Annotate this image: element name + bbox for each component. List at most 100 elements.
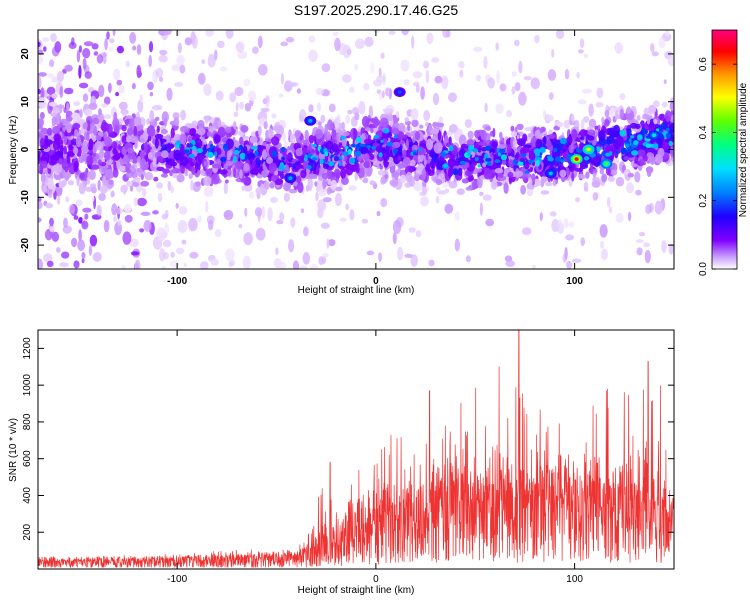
- snr-series: [38, 330, 674, 568]
- spectrogram-cell: [528, 159, 535, 164]
- spectrogram-cell: [312, 173, 318, 180]
- spectrogram-cell: [84, 108, 93, 117]
- spectrogram-cell: [144, 172, 154, 181]
- spectrogram-cell: [255, 227, 266, 241]
- spectrogram-cell: [269, 181, 275, 189]
- spectrogram-cell: [314, 181, 318, 187]
- spectrogram-cell: [342, 74, 352, 83]
- spectrogram-cell: [148, 54, 152, 68]
- spectrogram-cell: [548, 92, 554, 101]
- colorbar-tick-label: 0.2: [698, 193, 709, 207]
- spectrogram-cell: [223, 147, 227, 151]
- spectrogram-cell: [128, 118, 135, 130]
- spectrogram-cell: [391, 171, 400, 178]
- spectrogram-cell: [358, 101, 366, 115]
- spectrogram-cell: [526, 188, 534, 197]
- spectrogram-cell: [81, 146, 90, 152]
- spectrogram-ytick-label: 0: [20, 146, 31, 152]
- spectrogram-cell: [73, 215, 79, 220]
- spectrogram-cell: [154, 137, 159, 149]
- spectrogram-cell: [583, 53, 589, 59]
- colorbar-tick-label: 0.0: [698, 262, 709, 276]
- spectrogram-cell: [391, 127, 400, 135]
- spectrogram-cell: [130, 251, 140, 256]
- spectrogram-cell: [505, 260, 515, 267]
- spectrogram-cell: [249, 191, 255, 199]
- spectrogram-cell: [126, 180, 133, 187]
- spectrogram-cell: [38, 75, 42, 90]
- spectrogram-cell: [130, 165, 136, 172]
- spectrogram-cell: [479, 191, 484, 196]
- spectrogram-cell: [539, 212, 543, 222]
- spectrogram-cell: [311, 157, 318, 161]
- spectrogram-cell: [244, 154, 249, 160]
- spectrogram-cell: [300, 169, 307, 179]
- spectrogram-cell: [112, 30, 116, 37]
- spectrogram-cell: [444, 203, 454, 214]
- spectrogram-cell: [399, 174, 407, 184]
- spectrogram-cell: [432, 135, 436, 142]
- spectrogram-cell: [479, 202, 483, 216]
- spectrogram-cell: [532, 264, 536, 269]
- spectrogram-cell: [283, 192, 290, 202]
- spectrogram-cell: [392, 220, 402, 234]
- spectrogram-cell: [587, 135, 595, 141]
- spectrogram-cell: [382, 108, 392, 113]
- spectrogram-cell: [278, 93, 284, 98]
- spectrogram-cell: [545, 182, 553, 187]
- spectrogram-cell: [121, 264, 126, 269]
- spectrogram-cell: [483, 168, 493, 180]
- spectrogram-cell: [644, 147, 649, 153]
- spectrogram-cell: [378, 152, 383, 158]
- spectrogram-cell: [189, 143, 193, 148]
- spectrogram-cell: [669, 100, 674, 112]
- spectrogram-cell: [173, 149, 182, 161]
- spectrogram-cell: [103, 219, 110, 233]
- spectrogram-cell: [159, 49, 168, 56]
- spectrogram-cell: [97, 179, 101, 191]
- spectrogram-cell: [290, 217, 296, 228]
- spectrogram-cell: [96, 54, 104, 64]
- spectrogram-cell: [49, 59, 55, 68]
- spectrogram-cell: [99, 149, 105, 159]
- spectrogram-cell: [370, 62, 375, 74]
- spectrogram-cell: [510, 125, 515, 132]
- spectrogram-cell: [139, 138, 145, 143]
- spectrogram-cell: [161, 150, 169, 159]
- spectrogram-cell: [42, 184, 48, 193]
- spectrogram-cell: [119, 165, 128, 172]
- spectrogram-cell: [38, 99, 47, 109]
- spectrogram-cell: [420, 86, 425, 100]
- spectrogram-cell: [582, 88, 592, 94]
- spectrogram-cell: [635, 239, 644, 244]
- spectrogram-cell: [335, 186, 343, 192]
- spectrogram-cell: [223, 182, 228, 195]
- spectrogram-hotspot: [604, 162, 609, 166]
- spectrogram-cell: [203, 160, 207, 167]
- spectrogram-cell: [112, 167, 119, 178]
- spectrogram-cell: [660, 134, 664, 140]
- spectrogram-cell: [307, 177, 313, 191]
- snr-ytick-label: 600: [22, 450, 33, 467]
- spectrogram-cell: [280, 41, 289, 47]
- spectrogram-cell: [179, 64, 186, 74]
- spectrogram-cell: [214, 229, 222, 238]
- snr-ytick-label: 200: [22, 523, 33, 540]
- spectrogram-cell: [132, 181, 140, 187]
- spectrogram-cell: [499, 131, 503, 139]
- spectrogram-cell: [38, 118, 44, 127]
- spectrogram-cell: [146, 125, 156, 137]
- spectrogram-cell: [46, 260, 54, 268]
- spectrogram-cell: [203, 83, 212, 96]
- spectrogram-cell: [75, 199, 83, 207]
- spectrogram-cell: [209, 143, 214, 150]
- spectrogram-cell: [163, 117, 168, 127]
- spectrogram-cell: [184, 37, 193, 46]
- spectrogram-cell: [116, 79, 123, 86]
- spectrogram-cell: [587, 129, 596, 136]
- spectrogram-cell: [407, 123, 411, 132]
- spectrogram-cell: [608, 206, 613, 214]
- spectrogram-cell: [58, 179, 62, 189]
- spectrogram-cell: [588, 118, 597, 128]
- spectrogram-cell: [78, 45, 82, 53]
